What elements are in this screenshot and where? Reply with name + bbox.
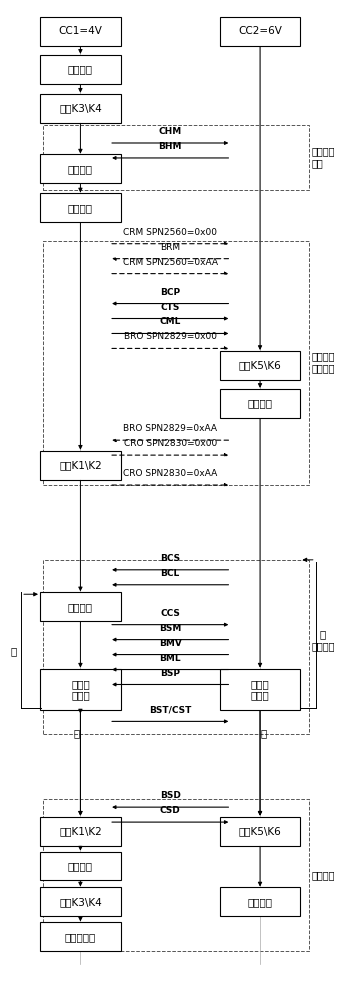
- FancyBboxPatch shape: [40, 887, 121, 916]
- FancyBboxPatch shape: [40, 852, 121, 880]
- Text: BCL: BCL: [161, 569, 180, 578]
- Text: 否: 否: [320, 629, 326, 639]
- FancyBboxPatch shape: [220, 887, 300, 916]
- Text: CTS: CTS: [160, 303, 180, 312]
- Text: BRO SPN2829=0xAA: BRO SPN2829=0xAA: [123, 424, 217, 433]
- Text: CRM SPN2560=0x00: CRM SPN2560=0x00: [123, 228, 217, 237]
- FancyBboxPatch shape: [220, 17, 300, 46]
- Text: 充电完成: 充电完成: [248, 897, 273, 907]
- Text: 充电阶段: 充电阶段: [311, 642, 335, 652]
- Text: BST/CST: BST/CST: [149, 705, 191, 714]
- FancyBboxPatch shape: [40, 94, 121, 123]
- Text: BMV: BMV: [159, 639, 182, 648]
- Text: CML: CML: [160, 317, 181, 326]
- FancyBboxPatch shape: [40, 451, 121, 480]
- Text: BRO SPN2829=0x00: BRO SPN2829=0x00: [124, 332, 217, 341]
- FancyBboxPatch shape: [220, 389, 300, 418]
- Text: BHM: BHM: [159, 142, 182, 151]
- FancyBboxPatch shape: [40, 193, 121, 222]
- Text: 泄放电压: 泄放电压: [68, 203, 93, 213]
- Text: CHM: CHM: [159, 127, 182, 136]
- Text: CRM SPN2560=0xAA: CRM SPN2560=0xAA: [123, 258, 218, 267]
- Text: CC1=4V: CC1=4V: [59, 26, 102, 36]
- Text: BSD: BSD: [160, 791, 181, 800]
- FancyBboxPatch shape: [220, 817, 300, 846]
- Text: 绝缘监视: 绝缘监视: [248, 398, 273, 408]
- Text: CRO SPN2830=0xAA: CRO SPN2830=0xAA: [123, 469, 217, 478]
- Text: BSM: BSM: [159, 624, 181, 633]
- Text: BRM: BRM: [160, 243, 180, 252]
- Text: 断开K5\K6: 断开K5\K6: [239, 826, 281, 836]
- Text: 解开电子锁: 解开电子锁: [65, 932, 96, 942]
- FancyBboxPatch shape: [40, 154, 121, 183]
- Text: 断开K1\K2: 断开K1\K2: [59, 826, 102, 836]
- Text: 锁电子锁: 锁电子锁: [68, 64, 93, 74]
- Text: BSP: BSP: [160, 669, 180, 678]
- Text: CCS: CCS: [160, 609, 180, 618]
- FancyBboxPatch shape: [40, 592, 121, 621]
- Text: 关闭K5\K6: 关闭K5\K6: [239, 360, 281, 370]
- Text: CSD: CSD: [160, 806, 181, 815]
- Text: 是: 是: [261, 728, 267, 738]
- FancyBboxPatch shape: [40, 817, 121, 846]
- Text: 充电是
否结束: 充电是 否结束: [251, 679, 269, 700]
- Text: 充电参数
配置阶段: 充电参数 配置阶段: [311, 352, 335, 373]
- Text: 充电握手
阶段: 充电握手 阶段: [311, 146, 335, 168]
- Text: 否: 否: [11, 646, 17, 656]
- FancyBboxPatch shape: [220, 669, 300, 710]
- Text: BCP: BCP: [160, 288, 180, 297]
- FancyBboxPatch shape: [40, 922, 121, 951]
- FancyBboxPatch shape: [40, 17, 121, 46]
- Text: 结束阶段: 结束阶段: [311, 870, 335, 880]
- FancyBboxPatch shape: [40, 55, 121, 84]
- Text: 泄放电压: 泄放电压: [68, 861, 93, 871]
- Text: 关闭K3\K4: 关闭K3\K4: [59, 103, 102, 113]
- Text: 是: 是: [74, 728, 80, 738]
- FancyBboxPatch shape: [220, 351, 300, 380]
- Text: 断开K3\K4: 断开K3\K4: [59, 897, 102, 907]
- FancyBboxPatch shape: [40, 669, 121, 710]
- Text: CRO SPN2830=0x00: CRO SPN2830=0x00: [123, 439, 217, 448]
- Text: 关闭K1\K2: 关闭K1\K2: [59, 460, 102, 470]
- Text: BML: BML: [159, 654, 181, 663]
- Text: CC2=6V: CC2=6V: [238, 26, 282, 36]
- Text: 调节电流: 调节电流: [68, 602, 93, 612]
- Text: 绝缘监视: 绝缘监视: [68, 164, 93, 174]
- Text: 充电是
否结束: 充电是 否结束: [71, 679, 90, 700]
- Text: BCS: BCS: [160, 554, 180, 563]
